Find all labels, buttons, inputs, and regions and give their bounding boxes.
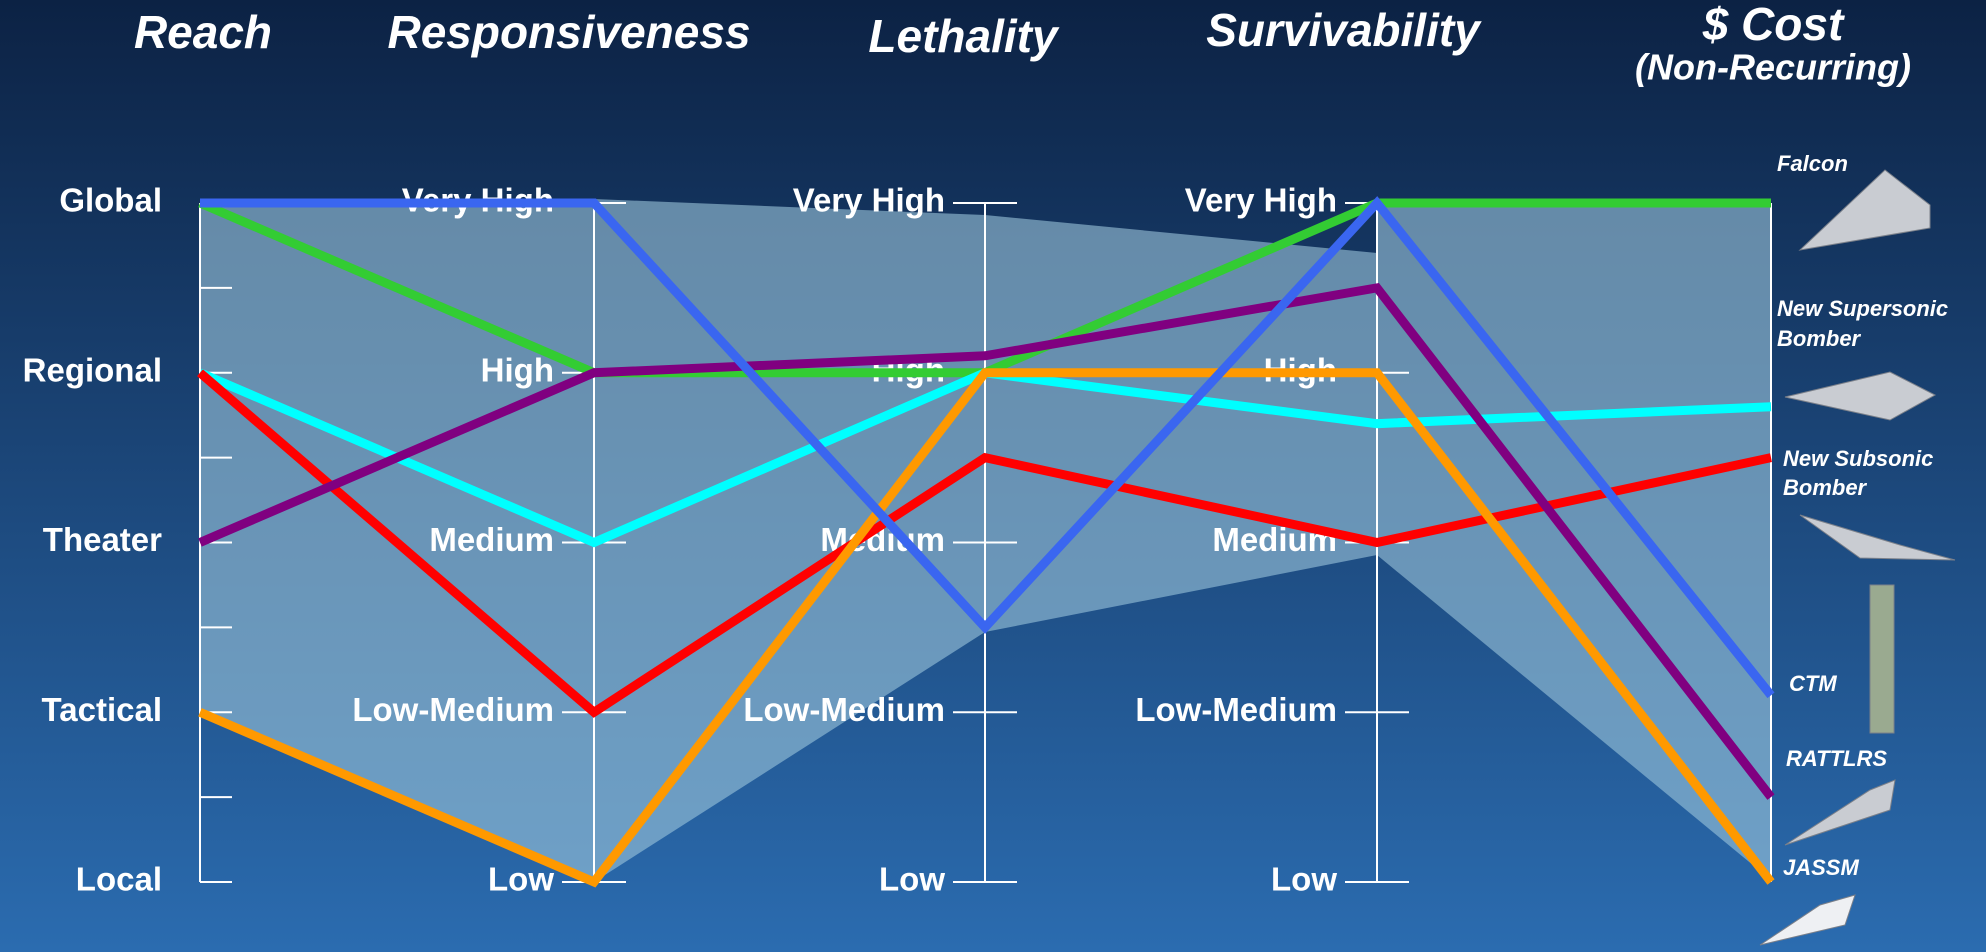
item-label: Falcon [1777, 151, 1848, 176]
item-label: CTM [1789, 671, 1837, 696]
icon [1869, 584, 1895, 734]
axis-title: Responsiveness [387, 6, 750, 58]
axis-title: Survivability [1206, 4, 1482, 56]
tick-label: Low-Medium [1135, 691, 1337, 728]
series-line [198, 368, 1775, 888]
icon [1798, 169, 1931, 251]
axis-title: Lethality [868, 10, 1060, 62]
tick-label: Global [59, 182, 162, 219]
series-line [198, 282, 1775, 800]
item-label: Bomber [1777, 326, 1862, 351]
tick-label: High [481, 351, 554, 388]
icon [1784, 779, 1896, 846]
series-line [197, 369, 1772, 718]
tick-label: Low [879, 861, 945, 898]
icon [1799, 514, 1956, 561]
aircraft-icons [1759, 169, 1956, 946]
item-label: New Supersonic [1777, 296, 1948, 321]
axis-title: $ Cost [1702, 0, 1845, 50]
tick-label: Low [488, 861, 554, 898]
tick-label: Medium [429, 521, 554, 558]
icon [1759, 894, 1856, 946]
series-line [200, 196, 1775, 699]
tick-label: Regional [23, 351, 162, 388]
tick-label: Very High [793, 182, 945, 219]
tick-label: Theater [43, 521, 162, 558]
tick-label: Very High [1185, 182, 1337, 219]
item-label: JASSM [1783, 855, 1859, 880]
tick-label: Low [1271, 861, 1337, 898]
item-label: Bomber [1783, 475, 1868, 500]
tick-label: Tactical [42, 691, 162, 728]
item-label: New Subsonic [1783, 446, 1933, 471]
axis-subtitle: (Non-Recurring) [1635, 47, 1911, 88]
tick-label: Local [76, 861, 162, 898]
tick-label: Low-Medium [743, 691, 945, 728]
tick-label: Low-Medium [352, 691, 554, 728]
icon [1784, 371, 1937, 421]
item-label: RATTLRS [1786, 746, 1887, 771]
axis-title: Reach [134, 6, 272, 58]
